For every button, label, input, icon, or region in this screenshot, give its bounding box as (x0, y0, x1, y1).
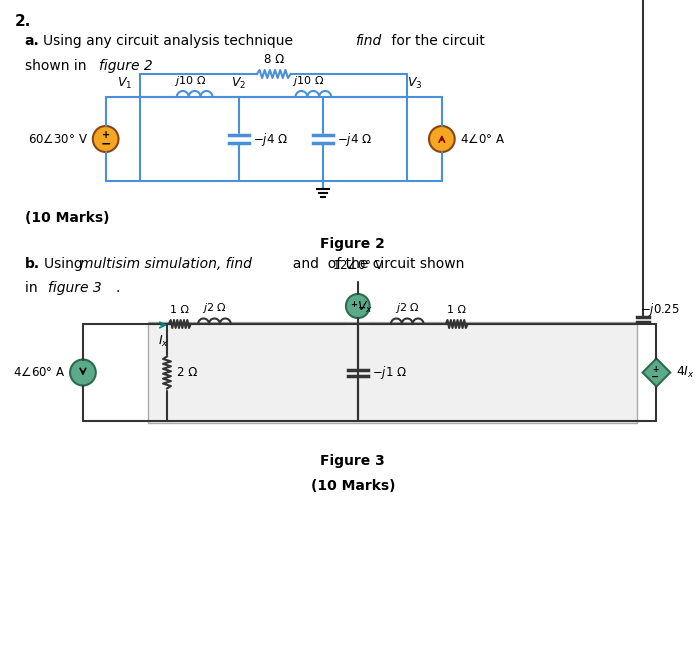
Text: +: + (652, 365, 659, 374)
Text: $V_x$: $V_x$ (357, 300, 372, 315)
Text: (10 Marks): (10 Marks) (311, 479, 395, 493)
Text: b.: b. (25, 257, 40, 271)
Circle shape (346, 294, 370, 318)
Circle shape (93, 126, 118, 152)
Text: 4$\angle$0° A: 4$\angle$0° A (460, 132, 505, 145)
Text: 4$I_x$: 4$I_x$ (676, 365, 695, 380)
Text: $-j$4 Ω: $-j$4 Ω (337, 130, 372, 147)
Text: in: in (25, 281, 41, 295)
Text: $j$10 Ω: $j$10 Ω (293, 74, 324, 88)
Text: figure 3: figure 3 (48, 281, 102, 295)
Text: $j$10 Ω: $j$10 Ω (174, 74, 206, 88)
Text: 1 Ω: 1 Ω (170, 305, 189, 315)
Text: Figure 3: Figure 3 (321, 454, 385, 468)
Text: $I_x$: $I_x$ (158, 334, 169, 349)
Text: $V_3$: $V_3$ (407, 76, 423, 91)
Text: $-j$1 Ω: $-j$1 Ω (372, 364, 407, 381)
Text: −: − (652, 371, 659, 381)
Text: Using any circuit analysis technique: Using any circuit analysis technique (43, 34, 298, 48)
Text: Using: Using (44, 257, 88, 271)
Text: a.: a. (25, 34, 39, 48)
Text: .: . (116, 281, 120, 295)
Text: +: + (102, 130, 110, 140)
Text: for the circuit: for the circuit (388, 34, 485, 48)
Text: 4$\angle$60° A: 4$\angle$60° A (13, 366, 65, 379)
Text: 8 Ω: 8 Ω (264, 53, 284, 66)
Text: −: − (100, 138, 111, 151)
Text: and  of the circuit shown: and of the circuit shown (284, 257, 464, 271)
Text: $-j$4 Ω: $-j$4 Ω (253, 130, 288, 147)
Text: (10 Marks): (10 Marks) (25, 211, 109, 225)
Text: $j$2 Ω: $j$2 Ω (202, 301, 227, 315)
Text: figure 2: figure 2 (99, 59, 153, 73)
Polygon shape (643, 359, 671, 387)
Circle shape (429, 126, 455, 152)
Text: $V_2$: $V_2$ (230, 76, 246, 91)
Text: −: − (358, 303, 366, 313)
Text: $V_1$: $V_1$ (117, 76, 132, 91)
Text: shown in: shown in (25, 59, 90, 73)
Text: 1 Ω: 1 Ω (447, 305, 466, 315)
Circle shape (70, 359, 96, 385)
Text: +: + (350, 300, 357, 308)
Text: 60$\angle$30° V: 60$\angle$30° V (28, 132, 88, 145)
Text: 12$\angle$0° V: 12$\angle$0° V (332, 259, 384, 272)
Text: multisim simulation, find: multisim simulation, find (80, 257, 252, 271)
Text: $j$2 Ω: $j$2 Ω (395, 301, 420, 315)
Text: $-j$0.25: $-j$0.25 (640, 300, 679, 318)
Text: 2 Ω: 2 Ω (177, 366, 197, 379)
FancyBboxPatch shape (148, 322, 636, 423)
Text: 2.: 2. (15, 14, 31, 29)
Text: Figure 2: Figure 2 (321, 237, 385, 251)
Text: find: find (355, 34, 381, 48)
